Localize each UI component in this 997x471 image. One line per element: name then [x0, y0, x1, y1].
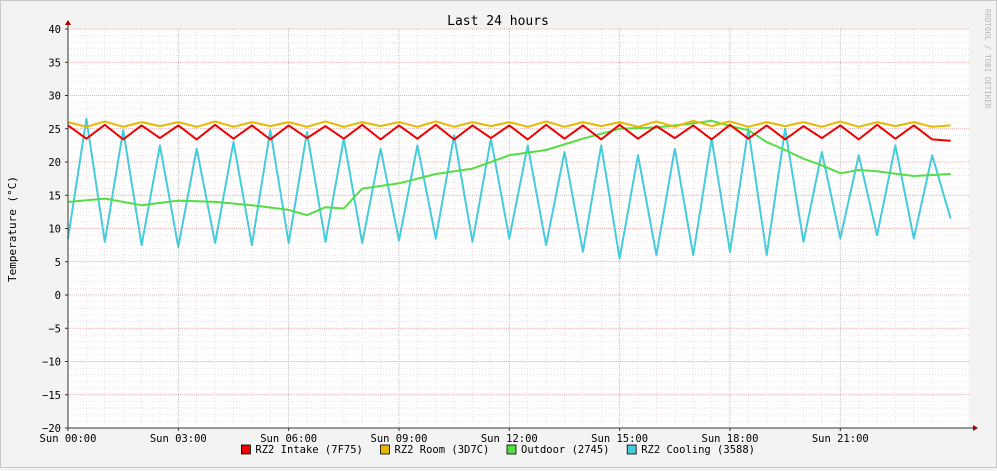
- x-tick-label: Sun 06:00: [260, 433, 317, 445]
- watermark: RRDTOOL / TOBI OETIKER: [983, 9, 992, 109]
- y-axis-arrow: [65, 20, 71, 25]
- series-line-1: [67, 119, 951, 128]
- legend-label-2: Outdoor (2745): [521, 444, 610, 456]
- axes: [65, 20, 978, 431]
- x-axis-arrow: [973, 425, 978, 431]
- legend-swatch-0: [240, 444, 251, 455]
- legend-label-0: RZ2 Intake (7F75): [255, 444, 362, 456]
- legend-swatch-3: [626, 444, 637, 455]
- series-line-3: [67, 117, 952, 260]
- legend-swatch-2: [506, 444, 517, 455]
- x-tick-label: Sun 09:00: [371, 433, 428, 445]
- y-tick-label: 25: [48, 124, 61, 136]
- y-tick-label: 10: [48, 224, 61, 236]
- y-tick-label: 0: [55, 290, 61, 302]
- y-tick-label: 15: [48, 190, 61, 202]
- y-tick-label: 40: [48, 24, 61, 36]
- legend-label-3: RZ2 Cooling (3588): [641, 444, 755, 456]
- x-tick-label: Sun 03:00: [150, 433, 207, 445]
- y-tick-labels: 40 35 30 25 20 15 10 5 0 −5 −10 −15 −20: [42, 24, 61, 435]
- legend: RZ2 Intake (7F75) RZ2 Room (3D7C) Outdoor …: [240, 444, 755, 456]
- y-tick-label: 30: [48, 91, 61, 103]
- y-tick-label: −20: [42, 423, 61, 435]
- legend-swatch-1: [380, 444, 390, 455]
- y-tick-label: 5: [55, 257, 61, 269]
- series-line-0: [67, 123, 951, 142]
- y-axis-label: Temperature (°C): [6, 176, 19, 282]
- y-tick-label: −5: [48, 323, 61, 335]
- series-line-2: [67, 119, 951, 217]
- x-tick-labels: Sun 00:00 Sun 03:00 Sun 06:00 Sun 09:00 Sun …: [40, 433, 869, 445]
- x-tick-label: Sun 15:00: [591, 433, 648, 445]
- x-tick-label: Sun 21:00: [812, 433, 869, 445]
- y-tick-label: 35: [48, 57, 61, 69]
- y-tick-label: 20: [48, 157, 61, 169]
- legend-label-1: RZ2 Room (3D7C): [395, 444, 490, 456]
- y-tick-label: −15: [42, 390, 61, 402]
- series-layer: [67, 117, 952, 260]
- y-tick-label: −10: [42, 357, 61, 369]
- x-tick-label: Sun 12:00: [481, 433, 538, 445]
- chart-title: Last 24 hours: [447, 14, 549, 29]
- x-tick-label: Sun 00:00: [40, 433, 97, 445]
- x-tick-label: Sun 18:00: [702, 433, 759, 445]
